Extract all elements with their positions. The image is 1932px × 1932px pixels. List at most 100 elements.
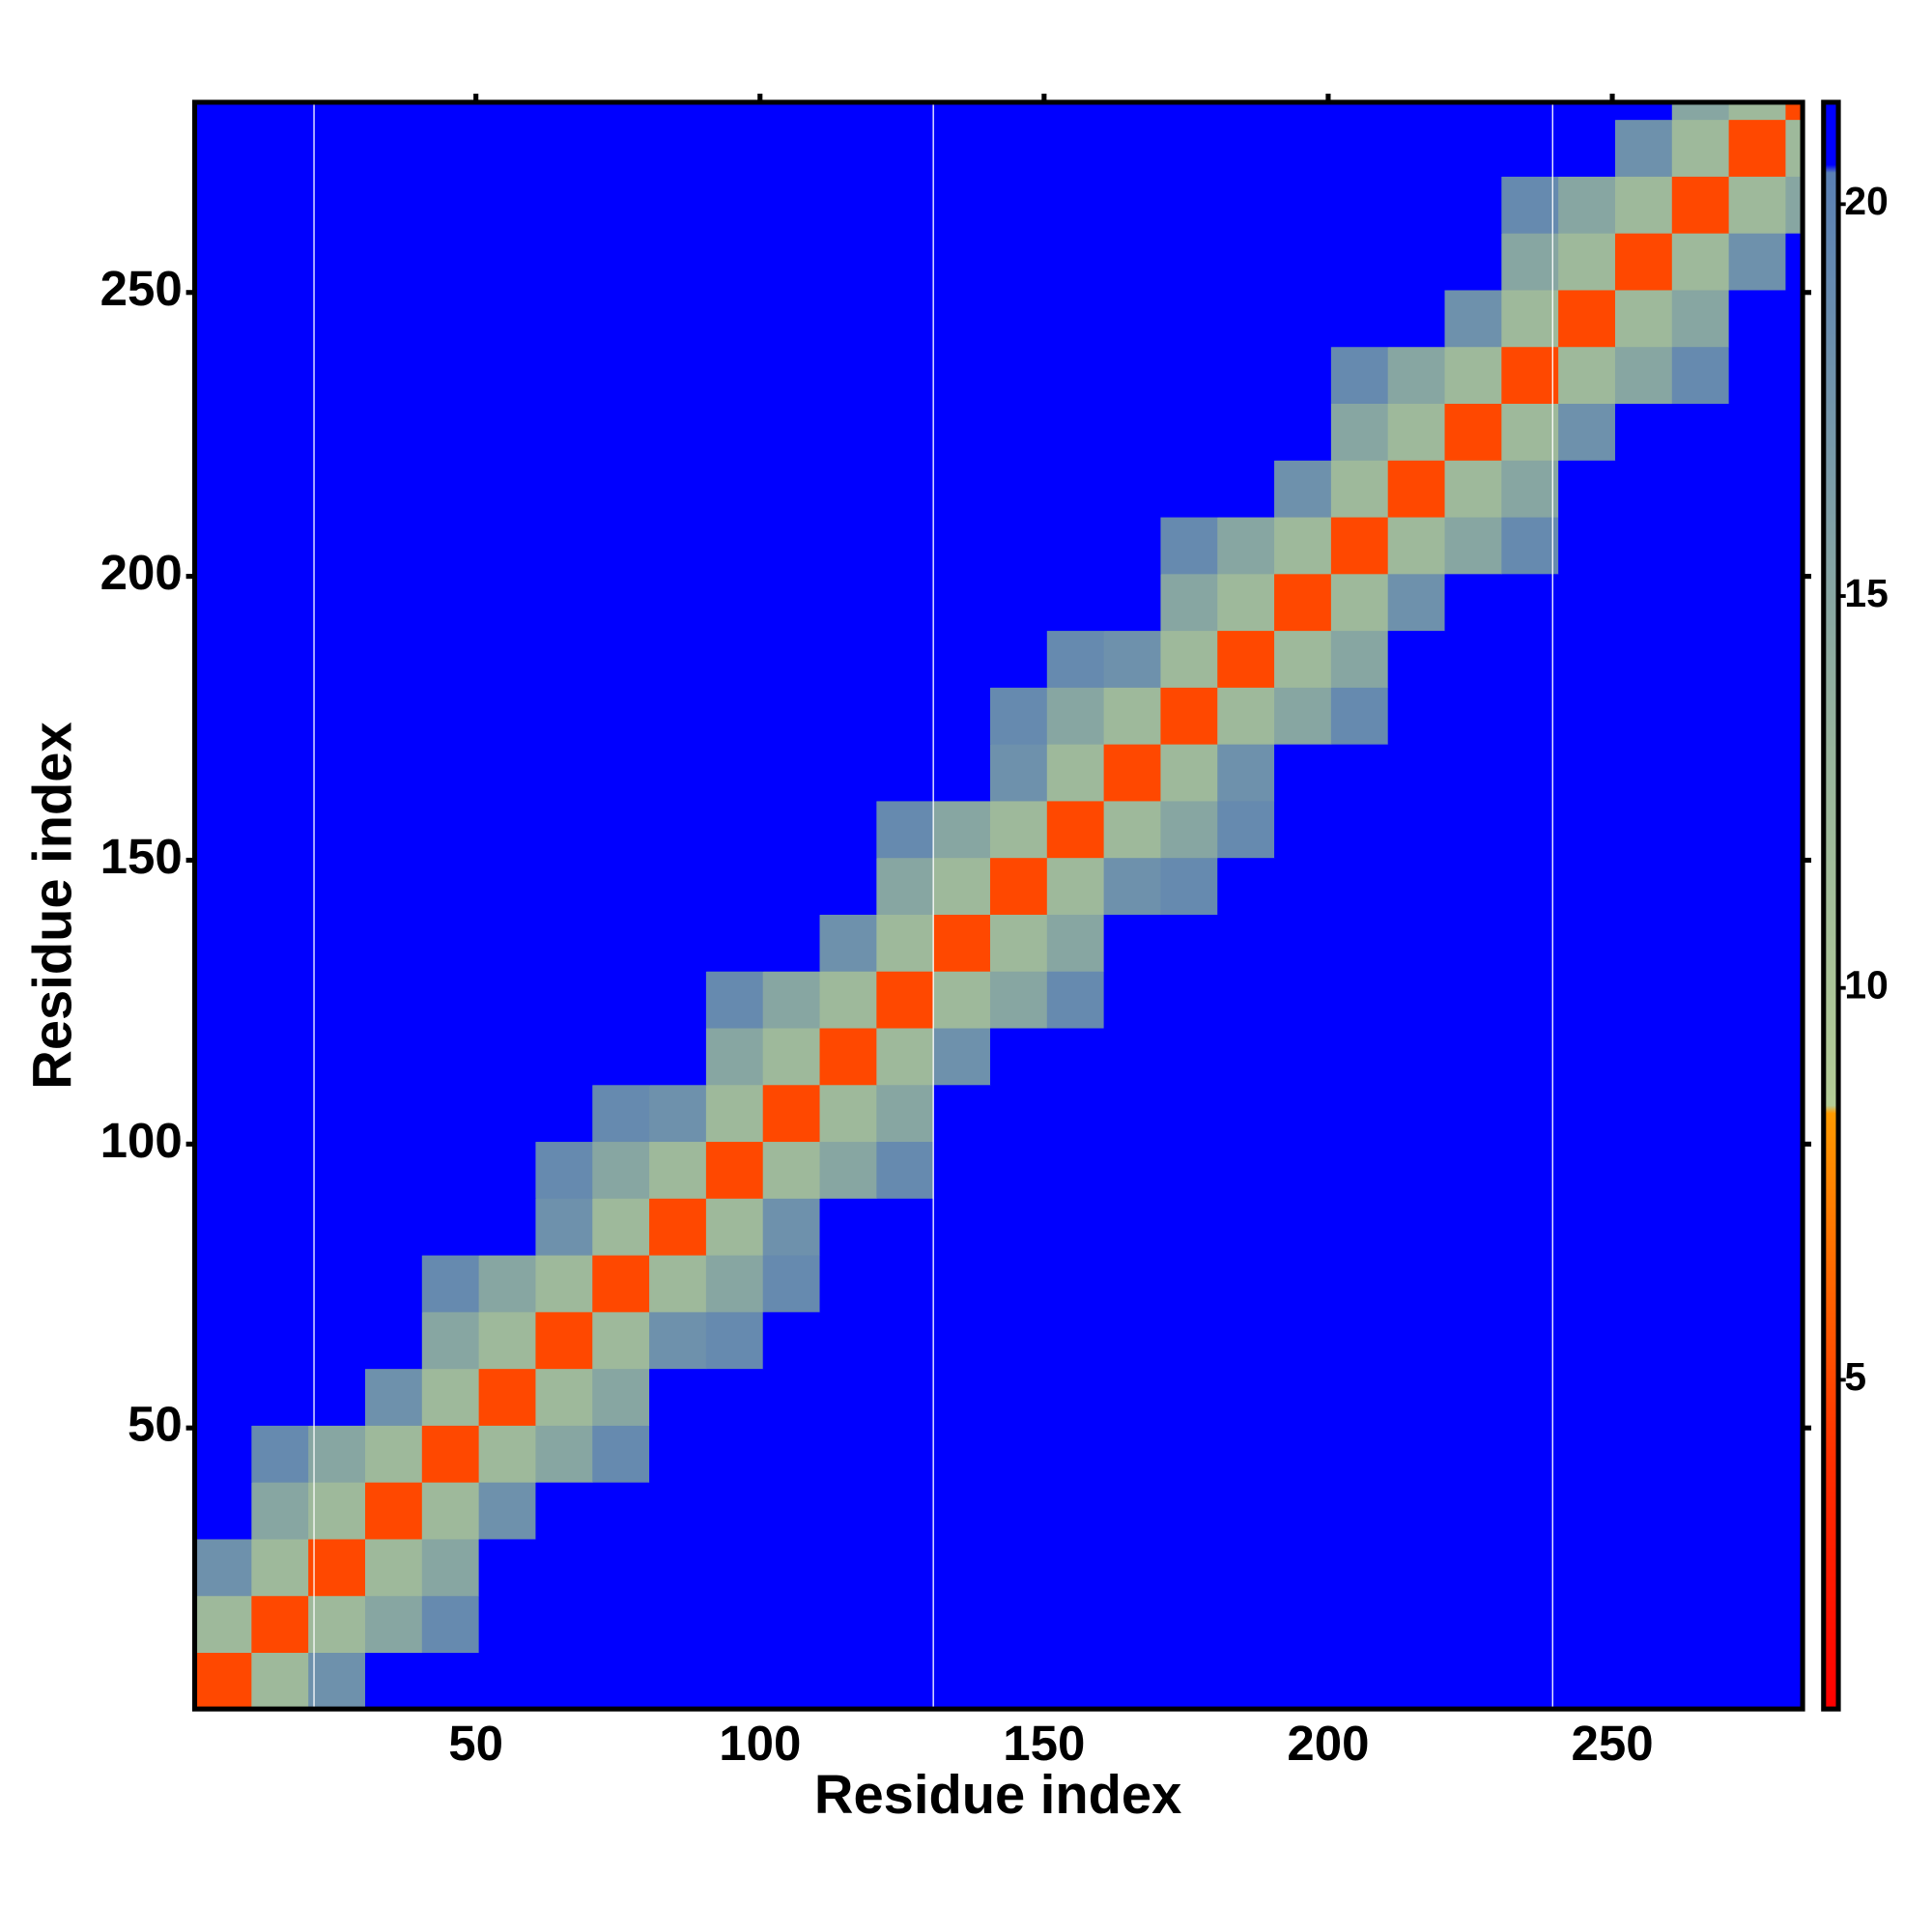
heatmap-cell — [705, 119, 764, 177]
heatmap-cell — [705, 1311, 764, 1370]
heatmap-cell — [649, 687, 707, 745]
heatmap-cell — [592, 1141, 650, 1199]
heatmap-cell — [592, 119, 650, 177]
heatmap-cell — [762, 1425, 821, 1483]
heatmap-cell — [1046, 289, 1105, 348]
heatmap-cell — [1785, 1198, 1804, 1256]
heatmap-cell — [1785, 971, 1804, 1029]
heatmap-cell — [1330, 971, 1389, 1029]
heatmap-cell — [1160, 1084, 1218, 1143]
heatmap-cell — [1614, 1482, 1673, 1540]
heatmap-cell — [819, 1198, 877, 1256]
heatmap-cell — [478, 1027, 537, 1086]
heatmap-cell — [1160, 346, 1218, 404]
heatmap-cell — [1671, 346, 1730, 404]
heatmap-cell — [876, 1198, 934, 1256]
heatmap-cell — [649, 800, 707, 859]
heatmap-cell — [1671, 1482, 1730, 1540]
heatmap-cell — [1046, 1368, 1105, 1426]
heatmap-cell — [1558, 1368, 1616, 1426]
heatmap-cell — [1614, 1198, 1673, 1256]
heatmap-cell — [421, 743, 480, 802]
heatmap-cell — [705, 1084, 764, 1143]
heatmap-cell — [649, 1538, 707, 1597]
heatmap-cell — [1330, 289, 1389, 348]
heatmap-cell — [933, 1254, 991, 1313]
heatmap-cell — [819, 516, 877, 575]
heatmap-cell — [876, 233, 934, 291]
heatmap-cell — [819, 403, 877, 461]
heatmap-cell — [705, 1425, 764, 1483]
heatmap-cell — [1387, 119, 1446, 177]
heatmap-cell — [1103, 1084, 1162, 1143]
heatmap-cell — [1217, 1482, 1275, 1540]
heatmap-cell — [1785, 1425, 1804, 1483]
heatmap-cell — [989, 1027, 1048, 1086]
heatmap-cell — [364, 176, 423, 234]
heatmap-cell — [1274, 687, 1332, 745]
heatmap-cell — [1444, 573, 1502, 632]
heatmap-cell — [1217, 1595, 1275, 1653]
heatmap-cell — [194, 1425, 252, 1483]
heatmap-cell — [194, 1141, 252, 1199]
heatmap-cell — [1728, 743, 1787, 802]
heatmap-cell — [1614, 1652, 1673, 1710]
heatmap-cell — [1387, 1084, 1446, 1143]
heatmap-cell — [1501, 460, 1559, 518]
heatmap-cell — [1274, 403, 1332, 461]
heatmap-cell — [1160, 630, 1218, 688]
heatmap-cell — [1728, 1368, 1787, 1426]
heatmap-cell — [1274, 1027, 1332, 1086]
heatmap-cell — [1217, 1311, 1275, 1370]
heatmap-cell — [1614, 346, 1673, 404]
heatmap-cell — [1103, 1652, 1162, 1710]
heatmap-cell — [989, 233, 1048, 291]
heatmap-cell — [251, 914, 309, 972]
heatmap-cell — [1671, 1652, 1730, 1710]
heatmap-cell — [1217, 346, 1275, 404]
heatmap-cell — [1217, 914, 1275, 972]
heatmap-cell — [1160, 516, 1218, 575]
heatmap-cell — [1614, 101, 1673, 121]
heatmap-cell — [251, 233, 309, 291]
heatmap-cell — [1728, 687, 1787, 745]
heatmap-cell — [649, 1311, 707, 1370]
heatmap-cell — [1728, 176, 1787, 234]
heatmap-cell — [251, 1254, 309, 1313]
heatmap-cell — [1160, 1368, 1218, 1426]
heatmap-cell — [1444, 1311, 1502, 1370]
heatmap-cell — [535, 346, 593, 404]
heatmap-cell — [933, 1652, 991, 1710]
heatmap-cell — [1103, 1254, 1162, 1313]
heatmap-cell — [308, 914, 366, 972]
heatmap-cell — [1160, 119, 1218, 177]
heatmap-cell — [762, 1254, 821, 1313]
heatmap-cell — [364, 403, 423, 461]
heatmap-cell — [1785, 743, 1804, 802]
heatmap-cell — [1728, 1482, 1787, 1540]
heatmap-cell — [1387, 1311, 1446, 1370]
heatmap-cell — [705, 403, 764, 461]
heatmap-cell — [478, 119, 537, 177]
heatmap-cell — [1614, 233, 1673, 291]
heatmap-cell — [1501, 289, 1559, 348]
heatmap-cell — [421, 516, 480, 575]
heatmap-cell — [1274, 1141, 1332, 1199]
heatmap-cell — [762, 119, 821, 177]
heatmap-cell — [364, 1652, 423, 1710]
heatmap-cell — [762, 914, 821, 972]
heatmap-cell — [1160, 1198, 1218, 1256]
heatmap-cell — [705, 233, 764, 291]
heatmap-cell — [308, 971, 366, 1029]
heatmap-cell — [592, 1595, 650, 1653]
heatmap-cell — [364, 1254, 423, 1313]
heatmap-cell — [705, 743, 764, 802]
heatmap-cell — [478, 101, 537, 121]
heatmap-cell — [592, 857, 650, 915]
heatmap-cell — [1217, 573, 1275, 632]
heatmap-cell — [1387, 1027, 1446, 1086]
heatmap-cell — [1444, 857, 1502, 915]
heatmap-cell — [1558, 800, 1616, 859]
heatmap-cell — [478, 1198, 537, 1256]
heatmap-cell — [1501, 403, 1559, 461]
